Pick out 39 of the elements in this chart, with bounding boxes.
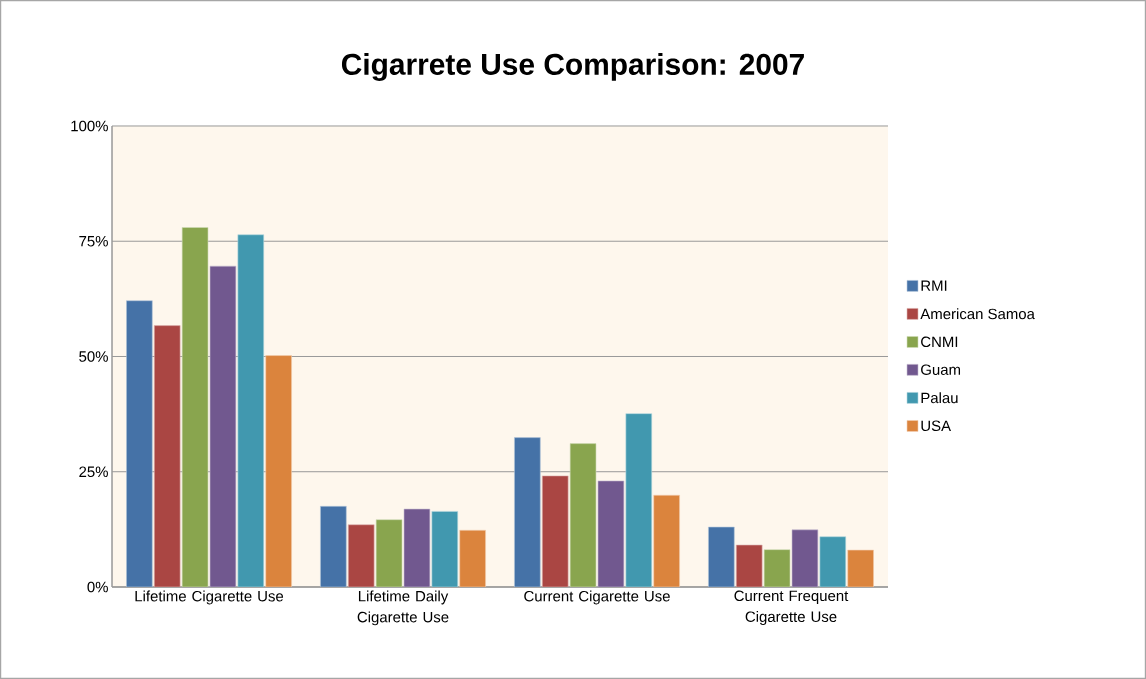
y-tick-label: 50% [79, 351, 108, 362]
bar [431, 511, 459, 587]
bar [265, 355, 292, 587]
bar [514, 437, 541, 587]
bar [375, 519, 403, 587]
x-tick-label: Lifetime Cigarette Use [135, 590, 284, 605]
legend-label: CNMI [921, 336, 958, 348]
bar [153, 325, 181, 587]
bar [347, 524, 375, 587]
x-tick-label: Lifetime Daily Cigarette Use [357, 590, 449, 626]
legend-label: USA [921, 420, 952, 432]
y-tick-label: 25% [79, 466, 108, 478]
bar [819, 536, 847, 587]
bar [625, 413, 653, 587]
y-tick-label: 75% [79, 235, 108, 247]
x-tick-label: Current Frequent Cigarette Use [734, 590, 849, 625]
bar [126, 300, 153, 587]
bar [459, 529, 486, 587]
y-tick-label: 0% [87, 581, 108, 593]
chart-title: Cigarrete Use Comparison: 2007 [341, 52, 804, 81]
legend-label: RMI [921, 280, 947, 291]
bar [847, 549, 874, 587]
bar [735, 544, 763, 587]
bar [181, 227, 209, 587]
y-tick-label: 100% [71, 120, 108, 132]
bar [653, 494, 680, 587]
bar [541, 475, 569, 587]
bar [708, 526, 735, 587]
bar [209, 265, 237, 587]
legend-label: Guam [921, 364, 961, 375]
x-tick-label: Current Cigarette Use [524, 590, 670, 605]
bar [791, 529, 819, 587]
bar [320, 506, 347, 587]
bar [597, 480, 625, 587]
legend-label: Palau [921, 392, 958, 404]
bar [403, 508, 431, 587]
bar [237, 234, 265, 587]
legend-label: American Samoa [920, 308, 1035, 320]
bar [569, 443, 597, 587]
